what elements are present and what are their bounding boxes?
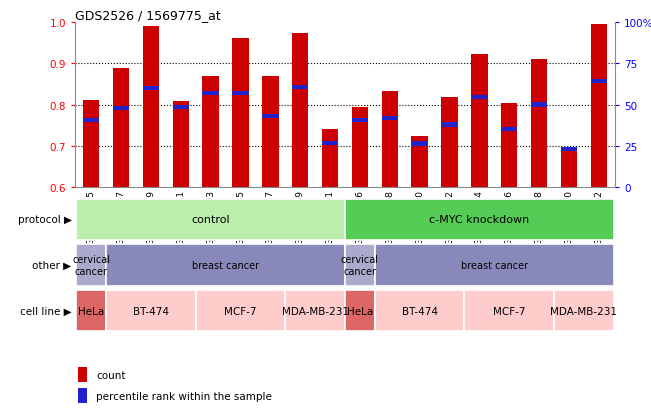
Bar <box>501 103 518 188</box>
Text: BT-474: BT-474 <box>402 306 437 316</box>
Text: breast cancer: breast cancer <box>461 260 528 271</box>
Bar <box>76 290 106 332</box>
Bar <box>381 116 398 121</box>
Bar <box>322 141 339 145</box>
Bar <box>352 119 368 123</box>
Bar <box>232 92 249 96</box>
Text: HeLa: HeLa <box>78 306 104 316</box>
Text: cervical
cancer: cervical cancer <box>341 254 379 276</box>
Bar <box>113 107 130 111</box>
Bar <box>464 290 554 332</box>
Bar <box>202 92 219 96</box>
Text: breast cancer: breast cancer <box>192 260 259 271</box>
Bar <box>471 55 488 188</box>
Bar <box>143 87 159 91</box>
Bar <box>554 290 614 332</box>
Bar <box>106 290 196 332</box>
Bar <box>531 103 547 107</box>
Text: MDA-MB-231: MDA-MB-231 <box>282 306 349 316</box>
Bar <box>411 142 428 146</box>
Bar <box>381 92 398 188</box>
Text: control: control <box>191 215 230 225</box>
Text: c-MYC knockdown: c-MYC knockdown <box>429 215 529 225</box>
Bar <box>590 25 607 188</box>
Bar <box>561 150 577 188</box>
Bar <box>590 80 607 84</box>
Text: cell line ▶: cell line ▶ <box>20 306 72 316</box>
Bar <box>76 244 106 286</box>
Bar <box>441 123 458 127</box>
Bar <box>77 368 87 382</box>
Text: GDS2526 / 1569775_at: GDS2526 / 1569775_at <box>75 9 221 21</box>
Bar <box>285 290 345 332</box>
Bar <box>173 102 189 188</box>
Bar <box>77 388 87 403</box>
Text: MCF-7: MCF-7 <box>493 306 525 316</box>
Bar <box>501 128 518 132</box>
Text: MCF-7: MCF-7 <box>225 306 256 316</box>
Bar <box>173 105 189 109</box>
Text: count: count <box>96 370 126 380</box>
Bar <box>375 290 464 332</box>
Bar <box>345 244 375 286</box>
Bar <box>196 290 285 332</box>
Text: BT-474: BT-474 <box>133 306 169 316</box>
Text: percentile rank within the sample: percentile rank within the sample <box>96 391 272 401</box>
Bar <box>441 98 458 188</box>
Bar <box>345 199 614 241</box>
Bar <box>113 69 130 188</box>
Bar <box>561 148 577 152</box>
Bar <box>292 34 309 188</box>
Bar <box>471 96 488 100</box>
Bar <box>143 27 159 188</box>
Text: cervical
cancer: cervical cancer <box>72 254 110 276</box>
Bar <box>232 38 249 188</box>
Bar <box>202 77 219 188</box>
Bar <box>375 244 614 286</box>
Bar <box>292 85 309 90</box>
Text: HeLa: HeLa <box>347 306 373 316</box>
Text: MDA-MB-231: MDA-MB-231 <box>550 306 617 316</box>
Text: other ▶: other ▶ <box>33 260 72 271</box>
Bar <box>345 290 375 332</box>
Bar <box>411 136 428 188</box>
Bar <box>531 60 547 188</box>
Bar <box>106 244 345 286</box>
Bar <box>352 107 368 188</box>
Bar <box>83 101 100 188</box>
Bar <box>262 77 279 188</box>
Bar <box>262 115 279 119</box>
Bar <box>322 129 339 188</box>
Text: protocol ▶: protocol ▶ <box>18 215 72 225</box>
Bar <box>83 119 100 123</box>
Bar <box>76 199 345 241</box>
